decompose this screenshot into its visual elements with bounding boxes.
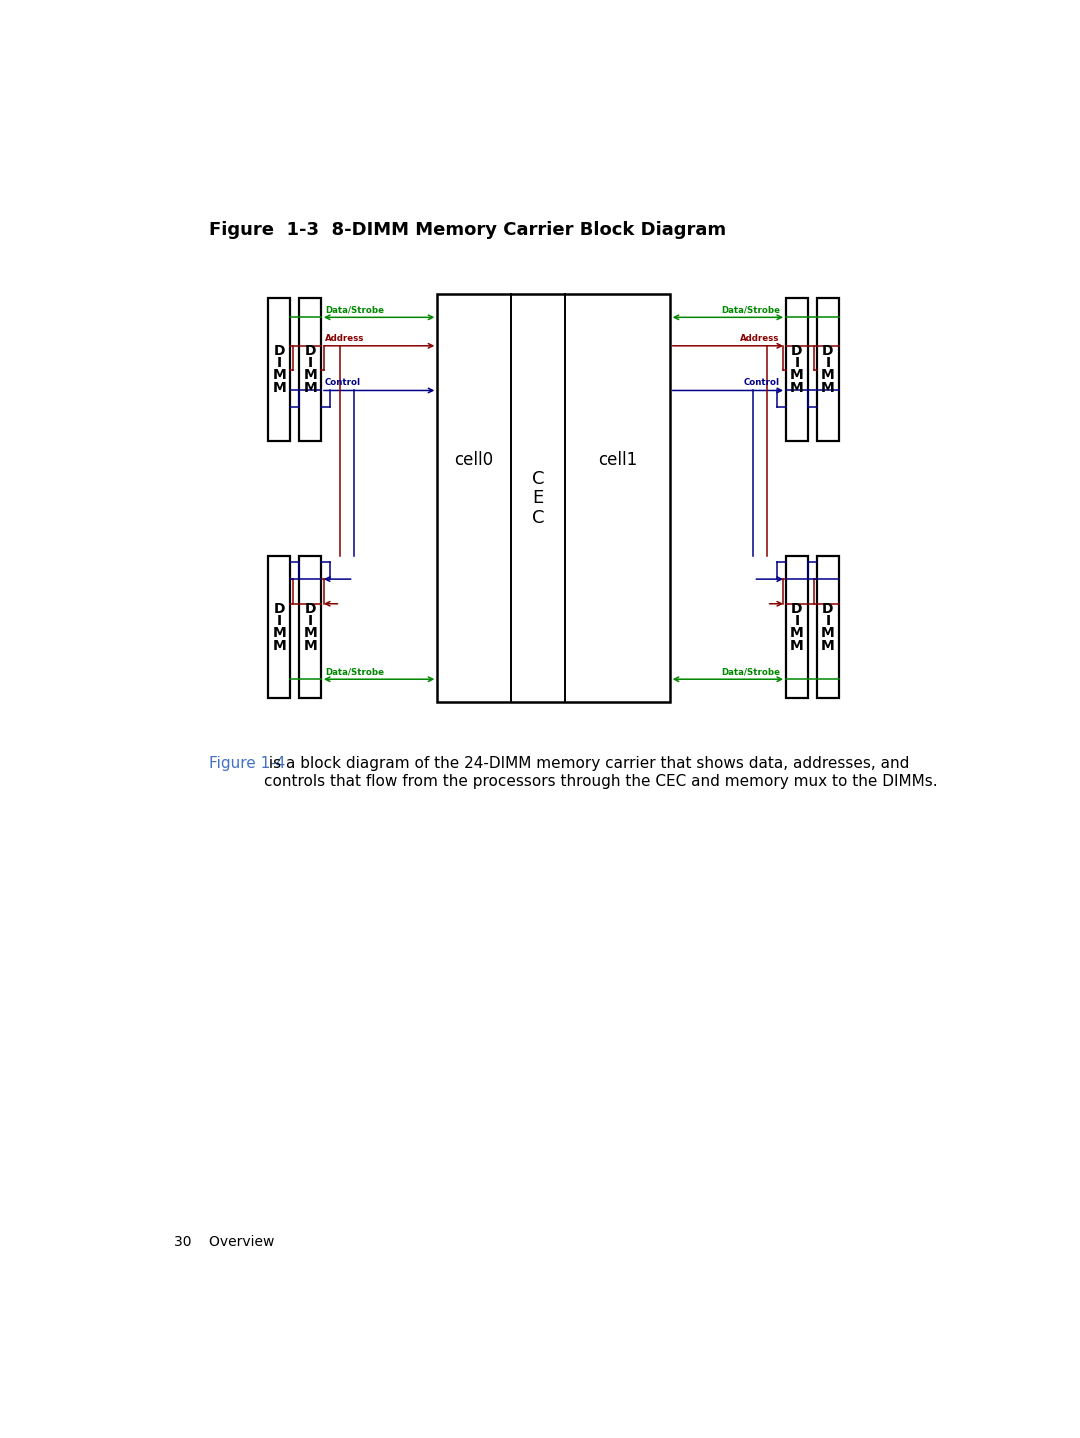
Bar [786,557,808,699]
Text: Control: Control [744,378,780,387]
Text: D
I
M
M: D I M M [789,601,804,653]
Bar [816,557,839,699]
Text: Control: Control [325,378,361,387]
Bar [268,298,291,440]
Text: Data/Strobe: Data/Strobe [720,305,780,315]
Text: D
I
M
M: D I M M [303,344,318,395]
Text: Figure 1-4: Figure 1-4 [208,756,285,771]
Text: D
I
M
M: D I M M [272,601,286,653]
Text: D
I
M
M: D I M M [272,344,286,395]
Text: Data/Strobe: Data/Strobe [325,667,383,676]
Text: cell1: cell1 [598,450,637,469]
Text: Data/Strobe: Data/Strobe [325,305,383,315]
Bar [786,298,808,440]
Text: Address: Address [741,334,780,342]
Text: D
I
M
M: D I M M [821,344,835,395]
Text: Figure  1-3  8-DIMM Memory Carrier Block Diagram: Figure 1-3 8-DIMM Memory Carrier Block D… [208,221,726,239]
Text: Address: Address [325,334,364,342]
Text: Data/Strobe: Data/Strobe [720,667,780,676]
Bar [268,557,291,699]
Text: C
E
C: C E C [531,470,544,526]
Bar [437,295,670,702]
Bar [299,557,321,699]
Bar [816,298,839,440]
Bar [299,298,321,440]
Text: cell0: cell0 [455,450,494,469]
Text: 30    Overview: 30 Overview [174,1235,274,1250]
Text: is a block diagram of the 24-DIMM memory carrier that shows data, addresses, and: is a block diagram of the 24-DIMM memory… [265,756,939,788]
Text: D
I
M
M: D I M M [303,601,318,653]
Text: D
I
M
M: D I M M [821,601,835,653]
Text: D
I
M
M: D I M M [789,344,804,395]
